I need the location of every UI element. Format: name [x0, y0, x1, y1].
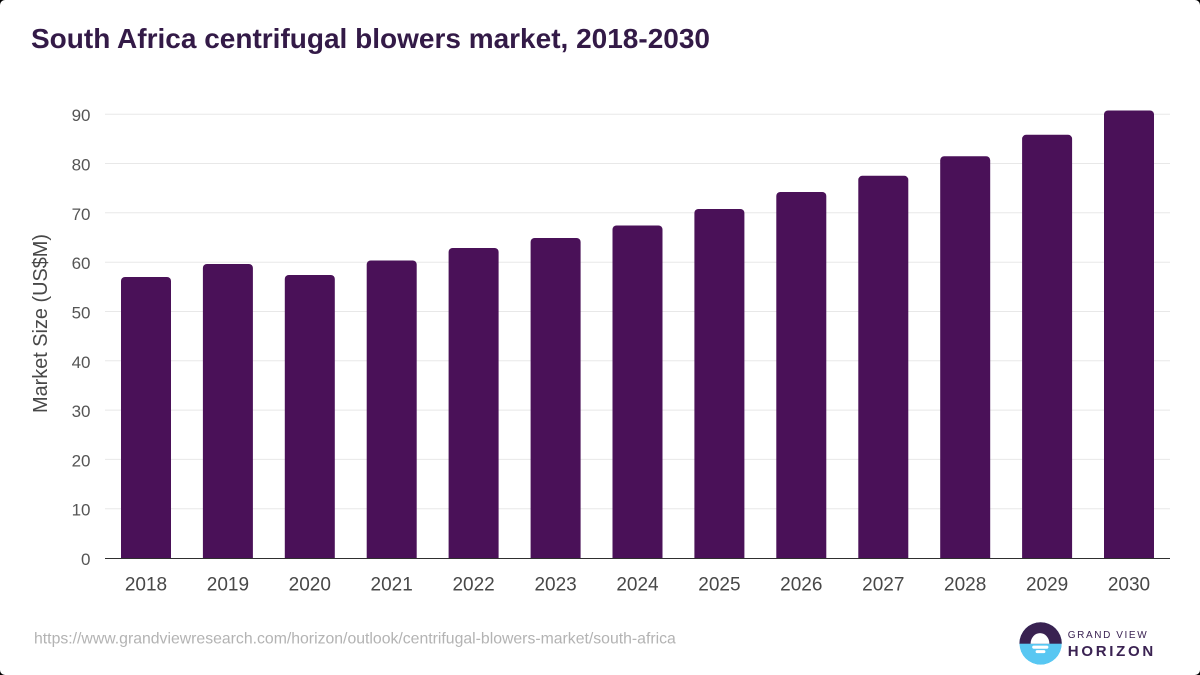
svg-text:40: 40: [72, 353, 91, 372]
svg-text:10: 10: [72, 501, 91, 520]
svg-text:2021: 2021: [371, 575, 413, 596]
svg-text:2020: 2020: [289, 575, 331, 596]
svg-text:2025: 2025: [698, 575, 740, 596]
svg-text:2030: 2030: [1108, 575, 1150, 596]
svg-text:50: 50: [72, 304, 91, 323]
svg-text:30: 30: [72, 402, 91, 421]
svg-text:2019: 2019: [207, 575, 249, 596]
svg-text:https://www.grandviewresearch.: https://www.grandviewresearch.com/horizo…: [34, 631, 676, 648]
svg-text:90: 90: [72, 106, 91, 125]
svg-text:2023: 2023: [534, 575, 576, 596]
svg-text:70: 70: [72, 205, 91, 224]
svg-text:80: 80: [72, 156, 91, 175]
svg-text:2018: 2018: [125, 575, 167, 596]
svg-text:HORIZON: HORIZON: [1068, 643, 1156, 660]
svg-text:GRAND VIEW: GRAND VIEW: [1068, 630, 1148, 641]
svg-text:2026: 2026: [780, 575, 822, 596]
svg-text:60: 60: [72, 254, 91, 273]
svg-text:Market Size (US$M): Market Size (US$M): [29, 234, 52, 413]
svg-text:2027: 2027: [862, 575, 904, 596]
svg-text:South Africa centrifugal blowe: South Africa centrifugal blowers market,…: [31, 23, 710, 54]
svg-text:2024: 2024: [616, 575, 659, 596]
svg-text:0: 0: [81, 550, 90, 569]
svg-text:2029: 2029: [1026, 575, 1068, 596]
svg-text:20: 20: [72, 451, 91, 470]
svg-text:2028: 2028: [944, 575, 986, 596]
svg-text:2022: 2022: [452, 575, 494, 596]
